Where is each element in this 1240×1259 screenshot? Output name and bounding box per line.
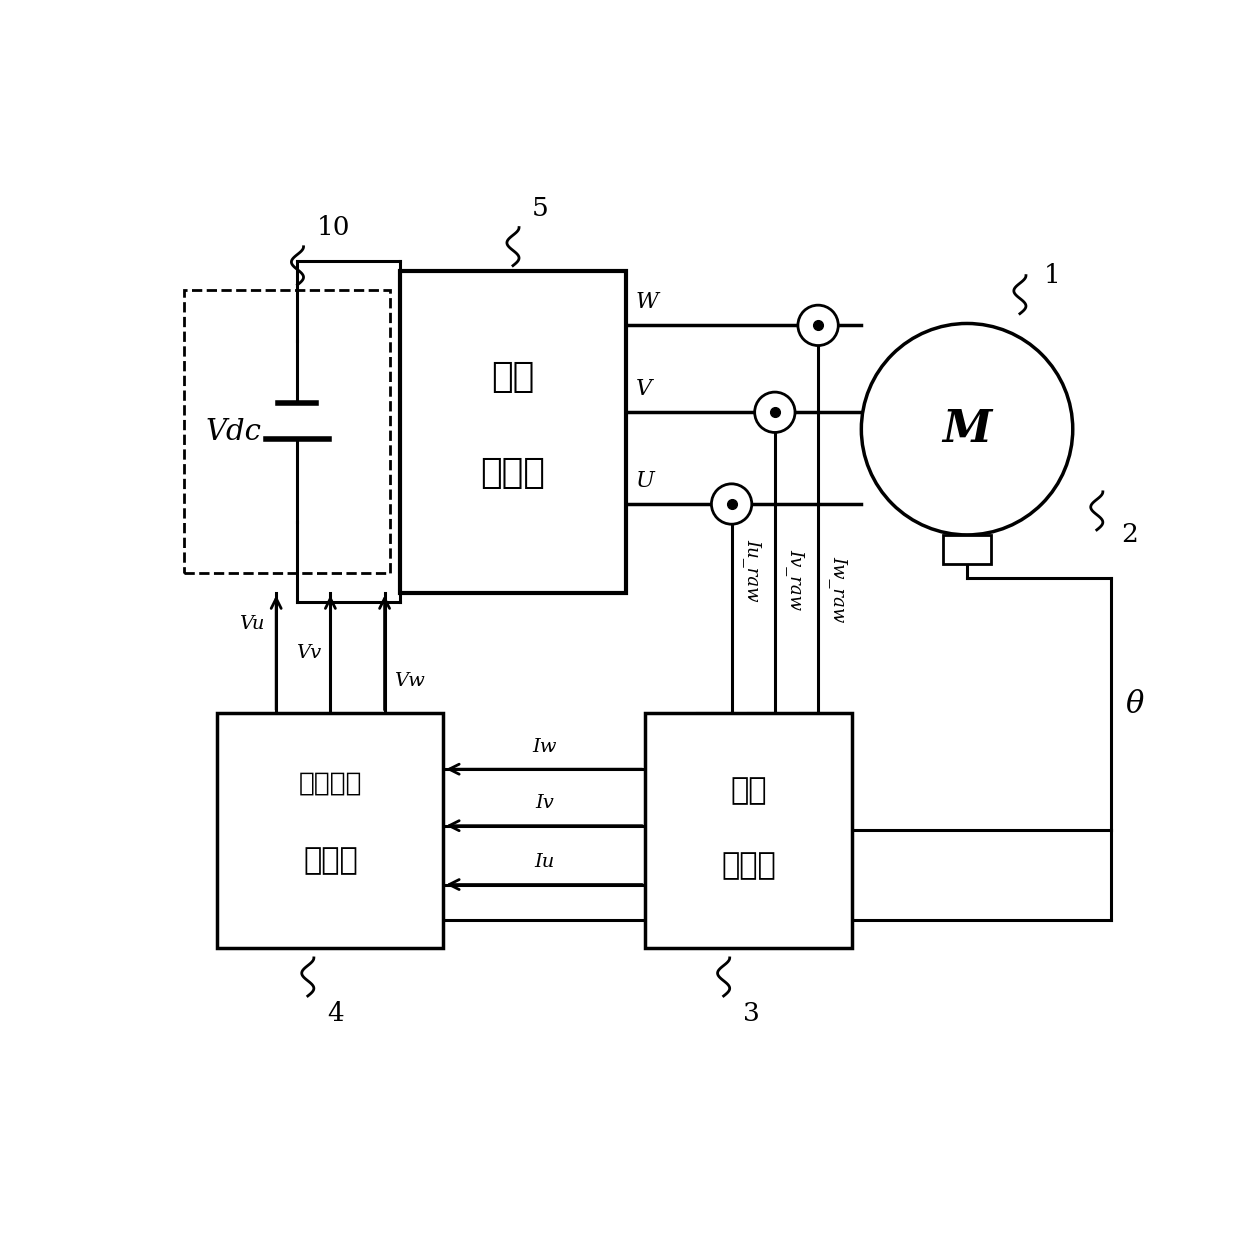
Text: θ: θ — [1126, 689, 1145, 720]
Bar — [217, 713, 444, 948]
Text: 3: 3 — [743, 1001, 760, 1026]
Bar — [401, 271, 626, 593]
Text: 转换器: 转换器 — [481, 457, 546, 491]
Text: W: W — [635, 291, 658, 312]
Circle shape — [797, 305, 838, 345]
Text: Iv: Iv — [534, 794, 553, 812]
Text: Vv: Vv — [295, 643, 321, 662]
Text: 功率: 功率 — [491, 360, 534, 394]
Text: 电流: 电流 — [730, 776, 766, 805]
Text: Iu_raw: Iu_raw — [743, 539, 763, 601]
Text: 电压指令: 电压指令 — [299, 771, 362, 796]
Circle shape — [755, 392, 795, 432]
Text: 10: 10 — [316, 215, 350, 240]
Circle shape — [712, 483, 751, 524]
Text: 5: 5 — [532, 195, 549, 220]
Text: Vu: Vu — [239, 614, 264, 633]
Text: V: V — [635, 378, 652, 400]
Bar — [942, 535, 991, 564]
Bar — [645, 713, 852, 948]
Text: 1: 1 — [1044, 263, 1060, 288]
Text: 2: 2 — [1121, 522, 1137, 548]
Text: U: U — [635, 470, 655, 491]
Text: Iu: Iu — [534, 854, 554, 871]
Bar — [184, 290, 391, 573]
Text: 运算器: 运算器 — [303, 846, 358, 875]
Text: Iv_raw: Iv_raw — [786, 549, 805, 611]
Text: Vw: Vw — [394, 672, 425, 690]
Text: Iw: Iw — [532, 738, 557, 755]
Text: 4: 4 — [327, 1001, 343, 1026]
Text: 检测器: 检测器 — [720, 851, 776, 880]
Text: Iw_raw: Iw_raw — [830, 556, 848, 622]
Text: M: M — [942, 408, 992, 451]
Text: Vdc: Vdc — [206, 418, 262, 446]
